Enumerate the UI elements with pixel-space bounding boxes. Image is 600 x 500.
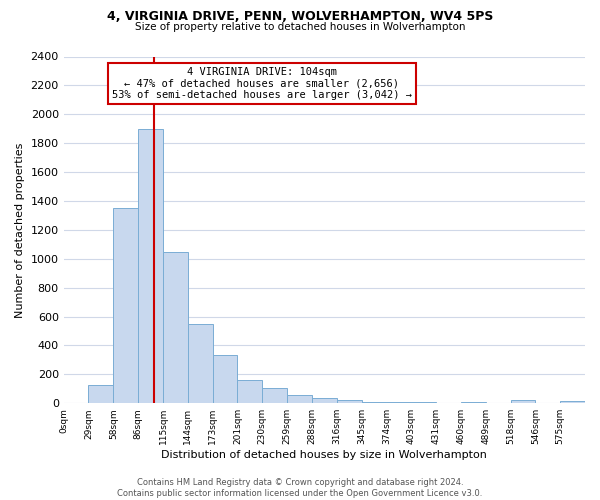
Bar [362, 402, 386, 403]
Bar [386, 402, 411, 403]
Bar [411, 402, 436, 403]
Bar [560, 401, 585, 403]
Bar [212, 355, 238, 403]
Bar [511, 400, 535, 403]
Bar [262, 388, 287, 403]
Bar [163, 252, 188, 403]
Text: 4 VIRGINIA DRIVE: 104sqm
← 47% of detached houses are smaller (2,656)
53% of sem: 4 VIRGINIA DRIVE: 104sqm ← 47% of detach… [112, 67, 412, 100]
Bar [138, 128, 163, 403]
Bar [238, 380, 262, 403]
Bar [88, 385, 113, 403]
Text: 4, VIRGINIA DRIVE, PENN, WOLVERHAMPTON, WV4 5PS: 4, VIRGINIA DRIVE, PENN, WOLVERHAMPTON, … [107, 10, 493, 23]
Bar [312, 398, 337, 403]
Bar [461, 402, 485, 403]
Text: Size of property relative to detached houses in Wolverhampton: Size of property relative to detached ho… [135, 22, 465, 32]
X-axis label: Distribution of detached houses by size in Wolverhampton: Distribution of detached houses by size … [161, 450, 487, 460]
Bar [287, 396, 312, 403]
Bar [337, 400, 362, 403]
Y-axis label: Number of detached properties: Number of detached properties [15, 142, 25, 318]
Text: Contains HM Land Registry data © Crown copyright and database right 2024.
Contai: Contains HM Land Registry data © Crown c… [118, 478, 482, 498]
Bar [188, 324, 212, 403]
Bar [113, 208, 138, 403]
